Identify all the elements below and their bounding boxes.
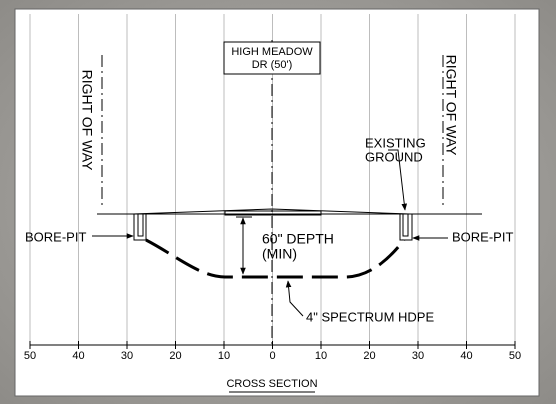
road-box [223,41,321,75]
pavement [224,210,322,216]
tick-label: 40 [460,350,472,362]
tick-label: 40 [72,350,84,362]
row-label: RIGHT OF WAY [443,55,459,157]
caption: CROSS SECTION [226,378,317,390]
depth-label: 60" DEPTH [262,231,334,247]
leader [285,280,304,317]
tick-label: 20 [363,350,375,362]
leader [388,149,408,211]
ground-label: EXISTING [365,135,426,150]
tick-label: 20 [169,350,181,362]
bore-pit-label: BORE-PIT [452,229,513,244]
bore-pit-label: BORE-PIT [25,229,86,244]
road-label: DR (50') [252,59,293,71]
pipe [145,238,406,279]
bore-pit [133,214,147,241]
ground-label: GROUND [365,149,423,164]
tick-label: 30 [412,350,424,362]
row-label: RIGHT OF WAY [79,70,95,172]
tick-label: 10 [218,350,230,362]
depth-label: (MIN) [262,246,297,262]
tick-label: 50 [509,350,521,362]
bore-pit [399,214,413,241]
pipe-label: 4" SPECTRUM HDPE [306,309,434,324]
tick-label: 0 [269,350,275,362]
tick-label: 10 [315,350,327,362]
road-crown [132,208,411,215]
tick-label: 30 [121,350,133,362]
road-label: HIGH MEADOW [231,46,313,58]
tick-label: 50 [24,350,36,362]
